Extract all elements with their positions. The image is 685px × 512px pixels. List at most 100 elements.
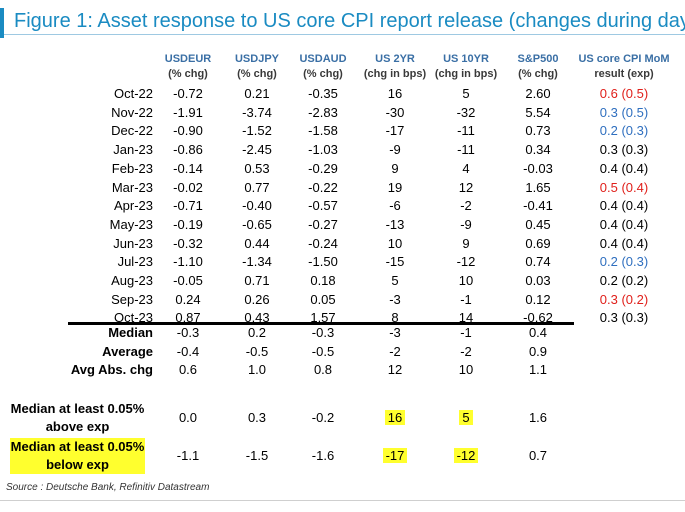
- table-row: Mar-23 -0.02 0.77 -0.22 19 12 1.65 0.5 (0.4): [0, 179, 685, 197]
- summary-label: Average: [102, 343, 153, 359]
- table-row: Dec-22 -0.90 -1.52 -1.58 -17 -11 0.73 0.2 (0.3): [0, 122, 685, 140]
- table-cell: -1.34: [242, 254, 272, 270]
- table-cell: 8: [391, 310, 399, 326]
- row-label: Aug-23: [111, 273, 153, 288]
- table-row: Jan-23 -0.86 -2.45 -1.03 -9 -11 0.34 0.3 (0.3): [0, 141, 685, 159]
- table-cell: -3: [389, 291, 401, 307]
- table-row: Oct-22 -0.72 0.21 -0.35 16 5 2.60 0.6 (0.5): [0, 85, 685, 103]
- table-cell: 5: [391, 273, 399, 288]
- table-cell: 0.4 (0.4): [599, 235, 649, 251]
- table-cell: 0.4 (0.4): [599, 198, 649, 214]
- table-cell: -1: [460, 291, 472, 307]
- column-header-name: USDEUR: [164, 53, 212, 65]
- row-label: Dec-22: [111, 123, 153, 139]
- table-cell: 0.4 (0.4): [599, 160, 649, 176]
- table-divider: [68, 322, 574, 325]
- table-cell: -0.22: [308, 179, 338, 195]
- summary-row: Median -0.3 0.2 -0.3 -3 -1 0.4: [0, 324, 685, 342]
- table-cell: -30: [385, 104, 405, 120]
- table-cell: -0.86: [173, 142, 203, 158]
- column-header: US 10YR (chg in bps): [428, 52, 504, 82]
- table-cell: -0.57: [308, 198, 338, 214]
- conditional-value: 0.3: [247, 410, 267, 425]
- conditional-cell: 0.3: [224, 409, 290, 427]
- table-cell: 1.65: [525, 179, 551, 195]
- column-header-name: USDJPY: [234, 53, 280, 65]
- table-cell: 4: [462, 160, 470, 176]
- table-cell: -1.52: [242, 123, 272, 139]
- column-header-name: S&P500: [517, 53, 559, 65]
- row-label: Oct-23: [113, 310, 153, 326]
- table-cell: -0.29: [308, 160, 338, 176]
- figure-title: Figure 1: Asset response to US core CPI …: [14, 10, 685, 32]
- table-cell: -0.41: [523, 198, 553, 214]
- conditional-value: 0.7: [528, 448, 548, 463]
- table-cell: 0.3 (0.3): [599, 142, 649, 158]
- conditional-label-line2: above exp: [45, 419, 110, 434]
- conditional-value: -12: [453, 448, 479, 463]
- row-label: Jan-23: [113, 142, 153, 158]
- row-label: Jun-23: [113, 235, 153, 251]
- summary-cell: 0.6: [178, 362, 198, 378]
- conditional-value: 1.6: [528, 410, 548, 425]
- conditional-cell: -12: [428, 447, 504, 465]
- bottom-rule: [0, 500, 685, 501]
- table-cell: -32: [456, 104, 476, 120]
- column-header-unit: result (exp): [594, 68, 654, 80]
- table-cell: 0.4 (0.4): [599, 216, 649, 232]
- table-cell: 0.87: [175, 310, 201, 326]
- column-header-name: USDAUD: [299, 53, 347, 65]
- summary-cell: 0.2: [247, 325, 267, 340]
- table-cell: 0.2 (0.3): [599, 123, 649, 139]
- table-cell: -12: [456, 254, 476, 270]
- table-cell: -0.19: [173, 216, 203, 232]
- summary-cell: 10: [458, 362, 474, 378]
- column-header-unit: (% chg): [237, 68, 277, 80]
- table-cell: 0.5 (0.4): [599, 179, 649, 195]
- table-row: Apr-23 -0.71 -0.40 -0.57 -6 -2 -0.41 0.4 (0.4): [0, 197, 685, 215]
- summary-cell: -0.3: [176, 325, 200, 340]
- column-header: USDAUD (% chg): [290, 52, 356, 82]
- conditional-cell: -1.6: [290, 447, 356, 465]
- table-cell: 0.34: [525, 142, 551, 158]
- table-cell: 0.26: [244, 291, 270, 307]
- table-cell: 0.6 (0.5): [599, 86, 649, 101]
- table-cell: 0.3 (0.2): [599, 291, 649, 307]
- column-header-unit: (% chg): [168, 68, 208, 80]
- row-label: Feb-23: [111, 160, 153, 176]
- conditional-label-line1: Median at least 0.05%: [10, 439, 145, 454]
- column-header: USDEUR (% chg): [155, 52, 221, 82]
- conditional-cell: -1.1: [155, 447, 221, 465]
- column-header-unit: (chg in bps): [434, 68, 498, 80]
- table-cell: 0.45: [525, 216, 551, 232]
- table-cell: 0.3 (0.5): [599, 104, 649, 120]
- conditional-value: 0.0: [178, 410, 198, 425]
- table-cell: 10: [458, 273, 474, 288]
- summary-cell: -1: [460, 325, 472, 340]
- table-cell: 0.69: [525, 235, 551, 251]
- table-cell: -2.45: [242, 142, 272, 158]
- summary-cell: 12: [387, 362, 403, 378]
- conditional-cell: 0.7: [507, 447, 569, 465]
- table-cell: -0.14: [173, 160, 203, 176]
- table-cell: -6: [389, 198, 401, 214]
- column-header-name: US 10YR: [443, 53, 489, 65]
- row-label: Oct-22: [113, 86, 153, 101]
- table-cell: 0.53: [244, 160, 270, 176]
- summary-cell: -2: [389, 343, 401, 359]
- table-cell: -2: [460, 198, 472, 214]
- table-cell: -0.72: [173, 86, 203, 101]
- table-cell: -17: [385, 123, 405, 139]
- summary-cell: -2: [460, 343, 472, 359]
- row-label: May-23: [109, 216, 153, 232]
- column-header: USDJPY (% chg): [224, 52, 290, 82]
- table-cell: 9: [391, 160, 399, 176]
- conditional-cell: 0.0: [155, 409, 221, 427]
- table-cell: -13: [385, 216, 405, 232]
- summary-cell: -3: [389, 325, 401, 340]
- table-cell: -3.74: [242, 104, 272, 120]
- conditional-label-line1: Median at least 0.05%: [10, 401, 145, 416]
- table-row: Feb-23 -0.14 0.53 -0.29 9 4 -0.03 0.4 (0.4): [0, 160, 685, 178]
- row-label: Mar-23: [111, 179, 153, 195]
- table-cell: 0.24: [175, 291, 201, 307]
